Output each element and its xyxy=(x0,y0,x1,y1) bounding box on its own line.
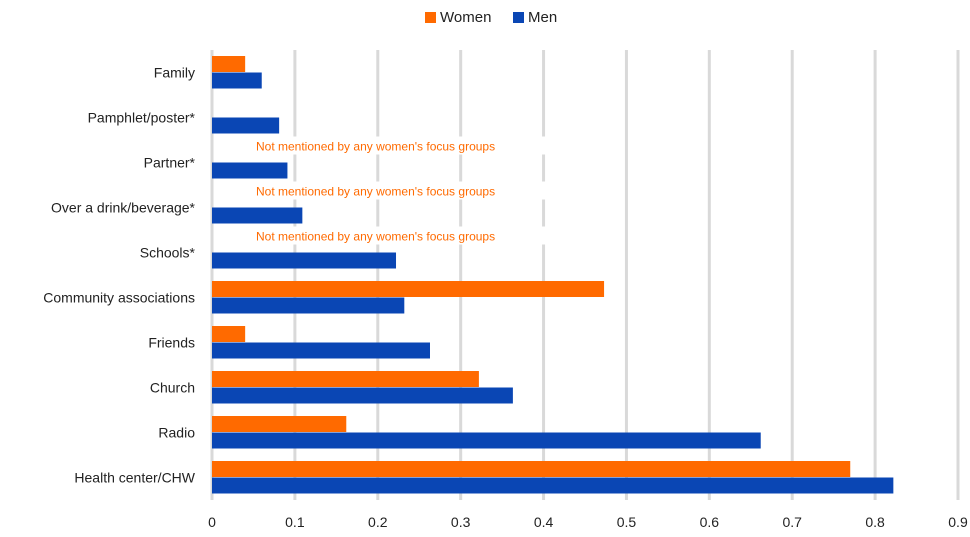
x-axis-ticks: 0 0.1 0.2 0.3 0.4 0.5 0.6 0.7 0.8 0.9 xyxy=(208,514,968,530)
legend: Women Men xyxy=(425,9,557,26)
category-label: Friends xyxy=(148,335,195,351)
category-label: Family xyxy=(154,65,195,81)
bar-men xyxy=(212,432,761,449)
legend-label-women: Women xyxy=(440,9,491,26)
annotation-label: Not mentioned by any women's focus group… xyxy=(256,185,495,199)
y-axis-categories: Family Pamphlet/poster* Partner* Over a dri… xyxy=(43,65,196,486)
annotation-label: Not mentioned by any women's focus group… xyxy=(256,230,495,244)
legend-label-men: Men xyxy=(528,9,557,26)
legend-swatch-women xyxy=(425,12,436,23)
gridlines xyxy=(210,50,960,500)
bars xyxy=(212,56,894,494)
bar-women xyxy=(212,326,246,342)
category-label: Partner* xyxy=(144,155,196,171)
bar-men xyxy=(212,477,894,494)
bar-women xyxy=(212,371,479,387)
category-label: Pamphlet/poster* xyxy=(88,110,196,126)
x-tick-label: 0.3 xyxy=(451,514,471,530)
x-tick-label: 0.1 xyxy=(285,514,305,530)
bar-men xyxy=(212,297,405,314)
annotation-background xyxy=(252,181,588,200)
category-label: Church xyxy=(150,380,195,396)
category-label: Schools* xyxy=(140,245,196,261)
bar-men xyxy=(212,72,262,89)
x-tick-label: 0.9 xyxy=(948,514,968,530)
bar-women xyxy=(212,281,605,297)
bar-men xyxy=(212,342,430,359)
bar-women xyxy=(212,416,347,432)
annotation-background xyxy=(252,136,588,155)
x-tick-label: 0.5 xyxy=(617,514,637,530)
annotation-label: Not mentioned by any women's focus group… xyxy=(256,140,495,154)
x-tick-label: 0 xyxy=(208,514,216,530)
category-label: Health center/CHW xyxy=(74,470,195,486)
x-tick-label: 0.7 xyxy=(782,514,802,530)
bar-women xyxy=(212,56,246,72)
x-tick-label: 0.2 xyxy=(368,514,388,530)
x-tick-label: 0.4 xyxy=(534,514,554,530)
legend-swatch-men xyxy=(513,12,524,23)
category-label: Radio xyxy=(158,425,195,441)
bar-men xyxy=(212,117,280,134)
annotation-background xyxy=(252,226,588,245)
bar-men xyxy=(212,207,303,224)
x-tick-label: 0.8 xyxy=(865,514,885,530)
bar-women xyxy=(212,461,851,477)
bar-men xyxy=(212,162,288,179)
annotations: Not mentioned by any women's focus group… xyxy=(252,136,588,245)
category-label: Over a drink/beverage* xyxy=(51,200,196,216)
bar-men xyxy=(212,387,513,404)
x-tick-label: 0.6 xyxy=(700,514,720,530)
bar-men xyxy=(212,252,397,269)
category-label: Community associations xyxy=(43,290,195,306)
